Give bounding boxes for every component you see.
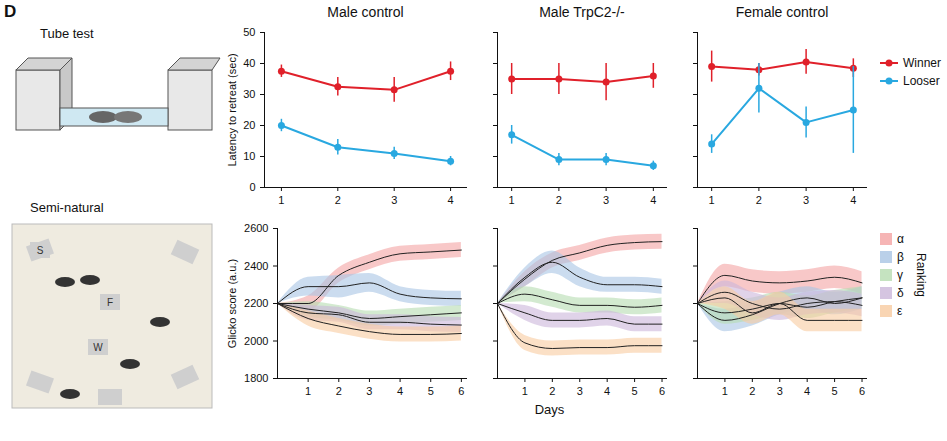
html-text:γ: γ	[897, 268, 903, 282]
svg-text:30: 30	[243, 88, 255, 100]
svg-text:2: 2	[749, 385, 755, 397]
html-text:Days: Days	[534, 402, 565, 417]
html-text:β: β	[897, 250, 904, 264]
html-text:Tube test: Tube test	[40, 26, 94, 41]
svg-text:50: 50	[243, 26, 255, 38]
svg-text:3: 3	[777, 385, 783, 397]
svg-text:2: 2	[335, 194, 341, 206]
svg-text:3: 3	[391, 194, 397, 206]
svg-text:2400: 2400	[244, 260, 268, 272]
svg-text:2000: 2000	[244, 335, 268, 347]
html-text:Female control: Female control	[735, 4, 829, 20]
svg-text:6: 6	[458, 385, 464, 397]
svg-text:1: 1	[509, 194, 515, 206]
html-text:Looser: Looser	[903, 74, 940, 88]
svg-text:20: 20	[243, 119, 255, 131]
svg-text:6: 6	[659, 385, 665, 397]
svg-text:2600: 2600	[244, 222, 268, 234]
svg-text:5: 5	[632, 385, 638, 397]
svg-text:1: 1	[709, 194, 715, 206]
svg-text:3: 3	[603, 194, 609, 206]
html-text:Semi-natural: Semi-natural	[30, 200, 104, 215]
svg-text:0: 0	[249, 181, 255, 193]
html-text:δ: δ	[897, 286, 904, 300]
svg-text:S: S	[37, 245, 44, 256]
svg-text:Glicko score (a.u.): Glicko score (a.u.)	[226, 259, 238, 348]
svg-text:10: 10	[243, 150, 255, 162]
svg-text:1: 1	[305, 385, 311, 397]
svg-text:1: 1	[722, 385, 728, 397]
html-text:Ranking: Ranking	[913, 253, 928, 297]
svg-text:6: 6	[859, 385, 865, 397]
svg-text:3: 3	[803, 194, 809, 206]
html-text:α: α	[897, 232, 904, 246]
svg-text:5: 5	[832, 385, 838, 397]
svg-text:4: 4	[604, 385, 610, 397]
svg-text:2: 2	[549, 385, 555, 397]
svg-text:2: 2	[756, 194, 762, 206]
html-text:Male control: Male control	[327, 4, 404, 20]
svg-text:1: 1	[278, 194, 284, 206]
svg-text:5: 5	[428, 385, 434, 397]
svg-text:4: 4	[397, 385, 403, 397]
svg-text:3: 3	[366, 385, 372, 397]
html-text:Winner: Winner	[903, 56, 941, 70]
svg-text:4: 4	[448, 194, 454, 206]
svg-text:1: 1	[522, 385, 528, 397]
svg-text:4: 4	[850, 194, 856, 206]
html-text:Male TrpC2-/-: Male TrpC2-/-	[539, 4, 625, 20]
svg-text:4: 4	[650, 194, 656, 206]
svg-text:2200: 2200	[244, 297, 268, 309]
svg-text:W: W	[93, 342, 103, 353]
html-text:D: D	[4, 2, 17, 21]
html-text:ε: ε	[897, 304, 903, 318]
svg-text:3: 3	[577, 385, 583, 397]
svg-text:Latency to retreat (sec): Latency to retreat (sec)	[226, 53, 238, 166]
svg-text:40: 40	[243, 57, 255, 69]
svg-text:4: 4	[804, 385, 810, 397]
svg-text:1800: 1800	[244, 372, 268, 384]
svg-text:2: 2	[556, 194, 562, 206]
svg-text:F: F	[107, 297, 113, 308]
svg-text:2: 2	[336, 385, 342, 397]
